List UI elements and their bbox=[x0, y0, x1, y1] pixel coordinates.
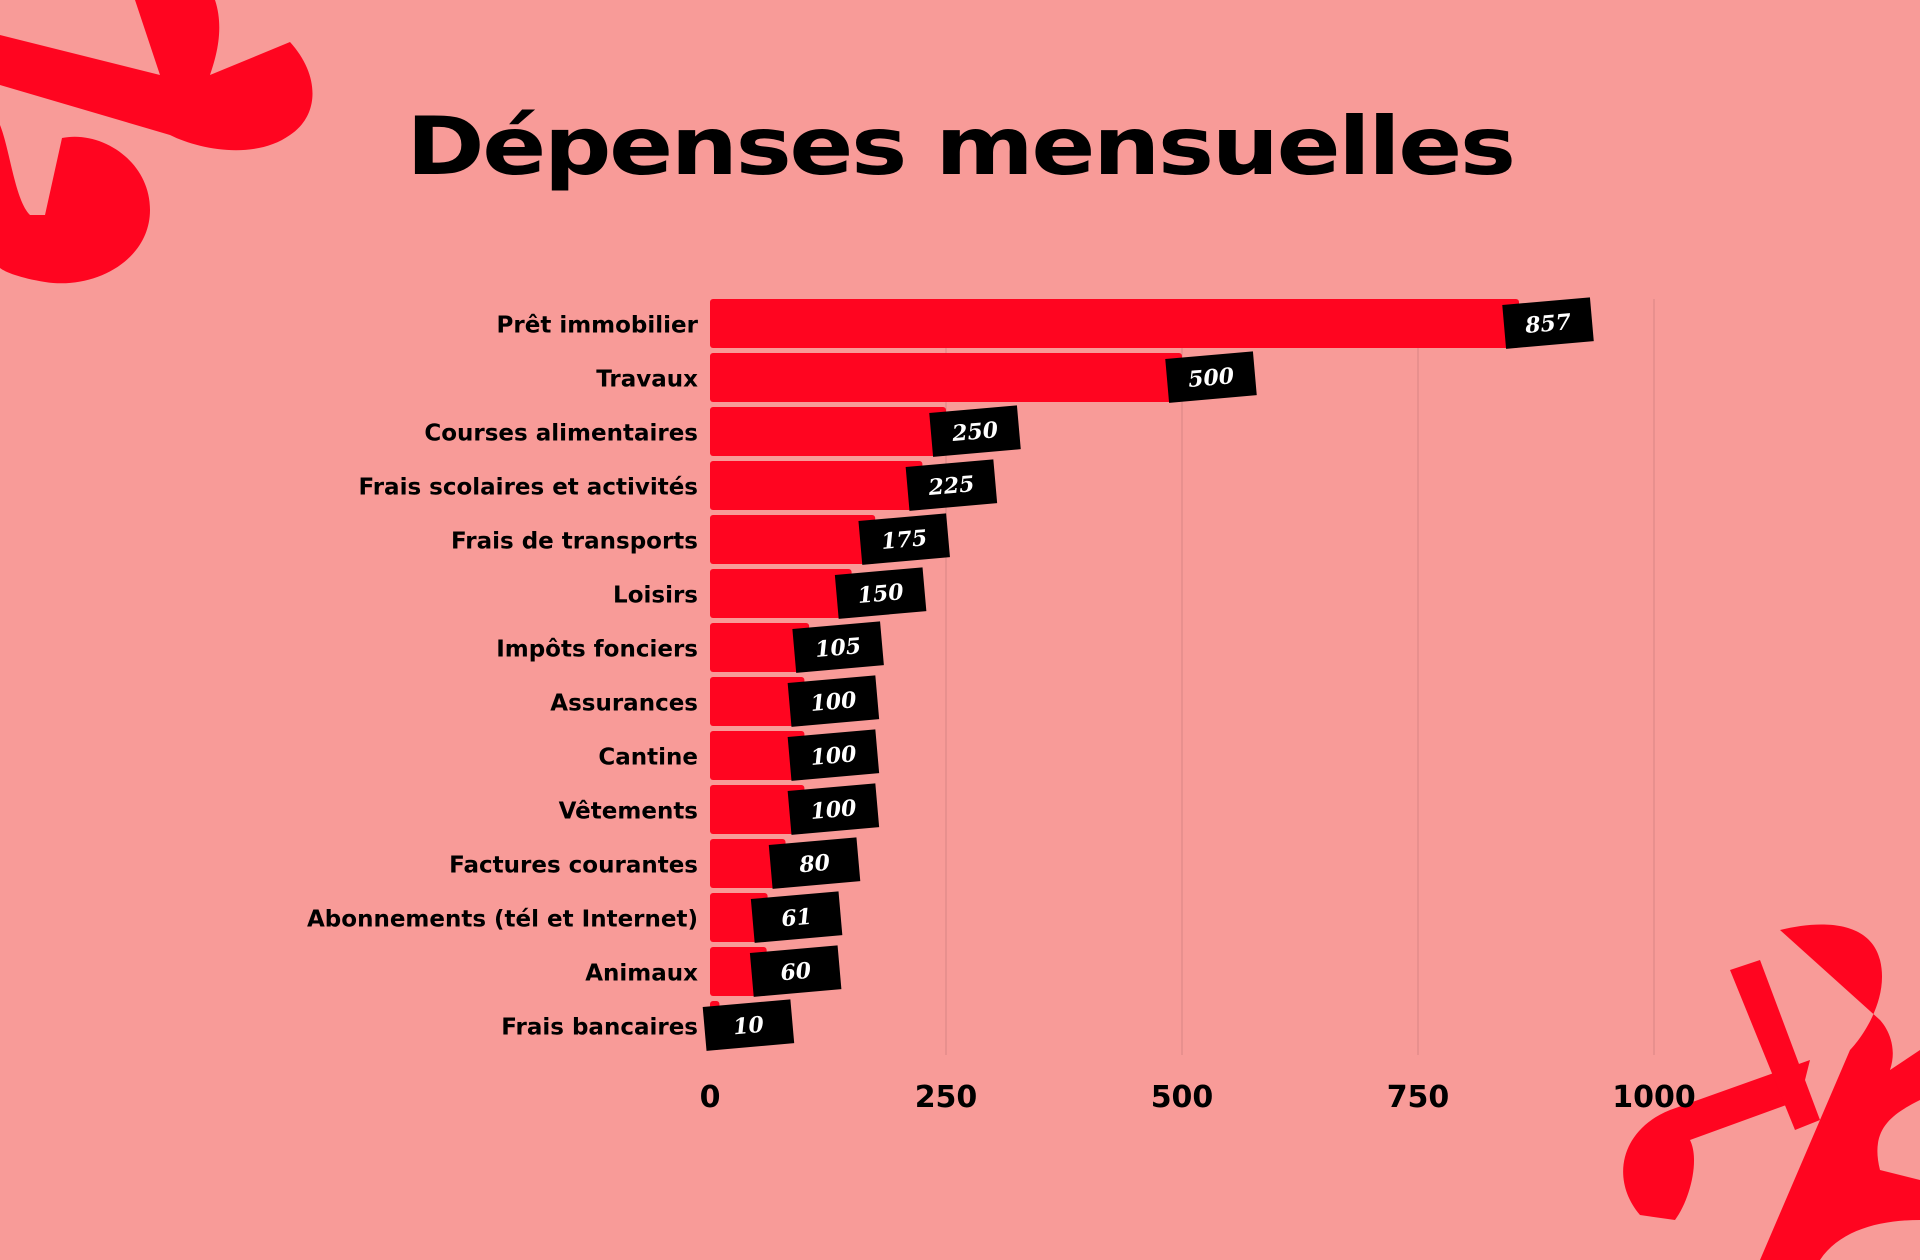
data-label-background bbox=[929, 405, 1021, 457]
data-label-value: 60 bbox=[779, 958, 812, 987]
data-label: 250 bbox=[929, 405, 1021, 457]
data-label-value: 100 bbox=[809, 795, 858, 825]
data-label-value: 80 bbox=[797, 850, 831, 879]
data-label: 80 bbox=[768, 837, 861, 889]
bar bbox=[710, 785, 805, 834]
data-label: 100 bbox=[787, 675, 880, 727]
category-label: Loisirs bbox=[613, 583, 698, 609]
data-label-value: 100 bbox=[809, 741, 858, 771]
category-label: Frais de transports bbox=[451, 529, 698, 555]
data-label-background bbox=[749, 945, 842, 997]
bar bbox=[710, 461, 923, 510]
x-tick-label: 250 bbox=[915, 1080, 978, 1115]
data-label-background bbox=[750, 891, 843, 943]
data-label-value: 225 bbox=[926, 471, 975, 501]
decorative-shape-top-left bbox=[0, 0, 313, 284]
data-label-value: 10 bbox=[732, 1012, 765, 1041]
data-label: 105 bbox=[792, 621, 884, 673]
category-label: Abonnements (tél et Internet) bbox=[307, 907, 698, 933]
data-label-background bbox=[858, 513, 950, 565]
data-label: 150 bbox=[834, 567, 927, 619]
data-label-background bbox=[787, 729, 880, 781]
data-label-background bbox=[1502, 297, 1594, 349]
data-label: 500 bbox=[1165, 351, 1257, 403]
decorative-shape-bottom-right bbox=[1623, 924, 1920, 1260]
data-label: 857 bbox=[1502, 297, 1594, 349]
category-label: Cantine bbox=[598, 745, 698, 771]
data-label-value: 250 bbox=[950, 417, 1000, 447]
data-label-value: 105 bbox=[814, 633, 862, 663]
bar bbox=[710, 353, 1182, 402]
chart-title: Dépenses mensuelles bbox=[406, 100, 1516, 193]
data-label-background bbox=[905, 459, 998, 511]
bar bbox=[710, 569, 852, 618]
data-label-background bbox=[834, 567, 927, 619]
bar bbox=[710, 677, 805, 726]
data-label-value: 61 bbox=[780, 904, 813, 933]
bar bbox=[710, 299, 1520, 348]
bar bbox=[710, 731, 805, 780]
data-label-background bbox=[1165, 351, 1257, 403]
data-label: 10 bbox=[702, 999, 795, 1051]
category-label: Factures courantes bbox=[449, 853, 698, 879]
data-label: 100 bbox=[787, 729, 880, 781]
category-label: Travaux bbox=[596, 367, 698, 393]
data-label-background bbox=[768, 837, 861, 889]
category-label: Frais scolaires et activités bbox=[358, 475, 698, 501]
data-label-background bbox=[792, 621, 884, 673]
data-label: 175 bbox=[858, 513, 950, 565]
bar bbox=[710, 515, 876, 564]
x-tick-label: 500 bbox=[1151, 1080, 1214, 1115]
x-tick-label: 0 bbox=[700, 1080, 721, 1115]
data-label-background bbox=[787, 675, 880, 727]
category-label: Prêt immobilier bbox=[497, 313, 699, 339]
data-label: 61 bbox=[750, 891, 843, 943]
data-label: 225 bbox=[905, 459, 998, 511]
data-label: 60 bbox=[749, 945, 842, 997]
data-label-value: 150 bbox=[857, 579, 906, 609]
bar bbox=[710, 407, 946, 456]
data-label-value: 500 bbox=[1187, 363, 1236, 393]
data-label-background bbox=[787, 783, 880, 835]
category-label: Impôts fonciers bbox=[496, 637, 698, 663]
data-label-background bbox=[702, 999, 795, 1051]
category-label: Assurances bbox=[550, 691, 698, 717]
category-label: Frais bancaires bbox=[501, 1015, 698, 1041]
x-tick-label: 1000 bbox=[1612, 1080, 1696, 1115]
data-label-value: 857 bbox=[1523, 309, 1573, 339]
bar bbox=[710, 839, 786, 888]
category-label: Vêtements bbox=[559, 799, 698, 825]
category-label: Courses alimentaires bbox=[424, 421, 698, 447]
data-label: 100 bbox=[787, 783, 880, 835]
bar bbox=[710, 623, 810, 672]
x-tick-label: 750 bbox=[1387, 1080, 1450, 1115]
category-label: Animaux bbox=[585, 961, 698, 987]
data-label-value: 175 bbox=[880, 525, 928, 555]
data-label-value: 100 bbox=[809, 687, 858, 717]
